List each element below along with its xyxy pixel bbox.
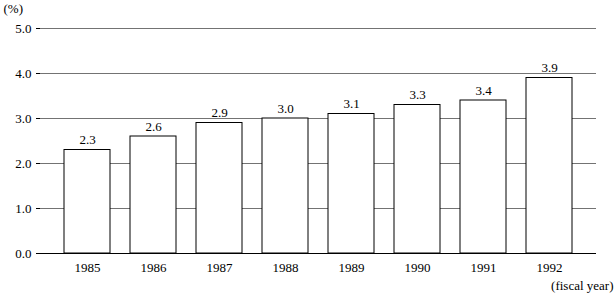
svg-text:1991: 1991 [471,260,497,275]
svg-text:1988: 1988 [273,260,299,275]
svg-text:4.0: 4.0 [15,66,31,81]
svg-text:1.0: 1.0 [15,201,31,216]
svg-text:(fiscal year): (fiscal year) [551,278,613,293]
svg-text:3.0: 3.0 [277,101,293,116]
svg-text:3.9: 3.9 [541,60,557,75]
svg-text:2.9: 2.9 [211,105,227,120]
svg-text:1990: 1990 [405,260,431,275]
svg-text:2.6: 2.6 [145,119,162,134]
svg-text:1985: 1985 [75,260,101,275]
svg-text:3.3: 3.3 [409,87,425,102]
svg-text:1986: 1986 [141,260,168,275]
svg-text:1987: 1987 [207,260,234,275]
svg-text:1989: 1989 [339,260,365,275]
svg-text:5.0: 5.0 [15,21,31,36]
svg-text:1992: 1992 [537,260,563,275]
svg-text:(%): (%) [4,1,24,16]
svg-text:3.0: 3.0 [15,111,31,126]
svg-text:0.0: 0.0 [15,246,31,261]
svg-text:2.0: 2.0 [15,156,31,171]
svg-text:2.3: 2.3 [79,132,95,147]
svg-text:3.1: 3.1 [343,96,359,111]
svg-text:3.4: 3.4 [475,83,492,98]
